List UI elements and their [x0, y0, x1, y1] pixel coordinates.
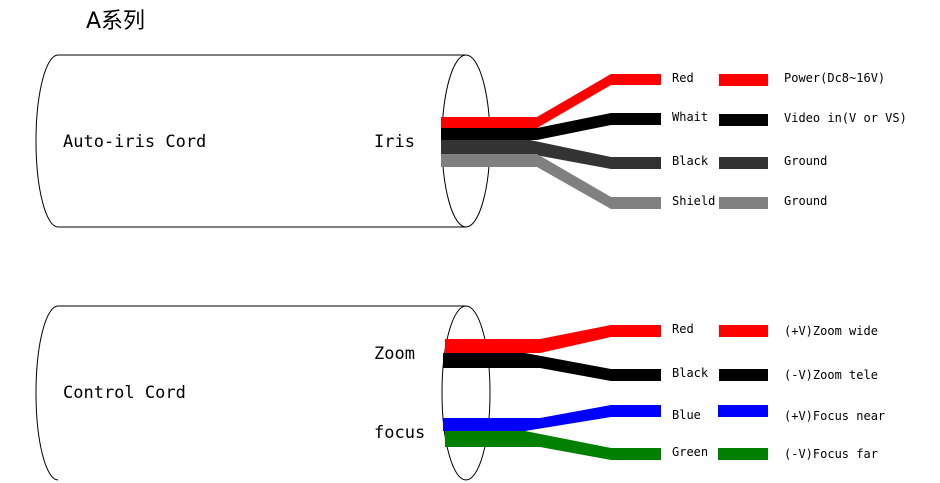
wire-function-label: Power(Dc8~16V): [784, 71, 885, 85]
cable-left-cap: [35, 305, 59, 481]
group-label-focus: focus: [374, 423, 425, 443]
wire-whait: [441, 113, 661, 140]
wire-color-label: Red: [672, 322, 694, 336]
wire-black: [441, 140, 661, 169]
wire-color-label: Red: [672, 71, 694, 85]
wire-color-label: Black: [672, 154, 709, 168]
group-label-zoom: Zoom: [374, 344, 415, 364]
wire-black: [443, 353, 661, 381]
wire-red: [441, 74, 661, 128]
swatch-whait: [719, 114, 768, 126]
cable-end-ellipse: [441, 305, 491, 481]
swatch-red: [719, 325, 768, 337]
swatch-blue: [718, 405, 768, 417]
wire-function-label: Ground: [784, 154, 827, 168]
wire-color-label: Whait: [672, 110, 708, 124]
wire-color-label: Black: [672, 366, 709, 380]
cable-left-cap: [35, 54, 59, 228]
wire-shield: [441, 154, 661, 209]
wire-red: [445, 325, 661, 353]
swatch-green: [718, 448, 768, 460]
control-cord-cable: Control Cord Zoom focus Red Black Blue G…: [35, 305, 885, 481]
wire-color-label: Green: [672, 445, 708, 459]
wire-green: [445, 431, 661, 460]
swatch-black: [719, 369, 768, 381]
wire-function-label: (+V)Focus near: [784, 409, 885, 423]
cable-name: Control Cord: [63, 383, 186, 403]
cable-name: Auto-iris Cord: [63, 132, 206, 152]
auto-iris-cord-cable: Auto-iris Cord Iris Red Whait Black Shie…: [35, 54, 907, 228]
wire-function-label: (+V)Zoom wide: [784, 324, 878, 338]
swatch-black: [719, 157, 768, 169]
wire-function-label: Ground: [784, 194, 827, 208]
wire-color-label: Shield: [672, 194, 715, 208]
wire-function-label: Video in(V or VS): [784, 111, 907, 125]
group-label-iris: Iris: [374, 132, 415, 152]
wire-color-label: Blue: [672, 408, 701, 422]
wire-function-label: (-V)Zoom tele: [784, 368, 878, 382]
swatch-shield: [719, 197, 768, 209]
swatch-red: [719, 74, 768, 86]
wire-blue: [443, 405, 661, 431]
diagram-title: A系列: [86, 9, 145, 34]
wire-function-label: (-V)Focus far: [784, 447, 878, 461]
